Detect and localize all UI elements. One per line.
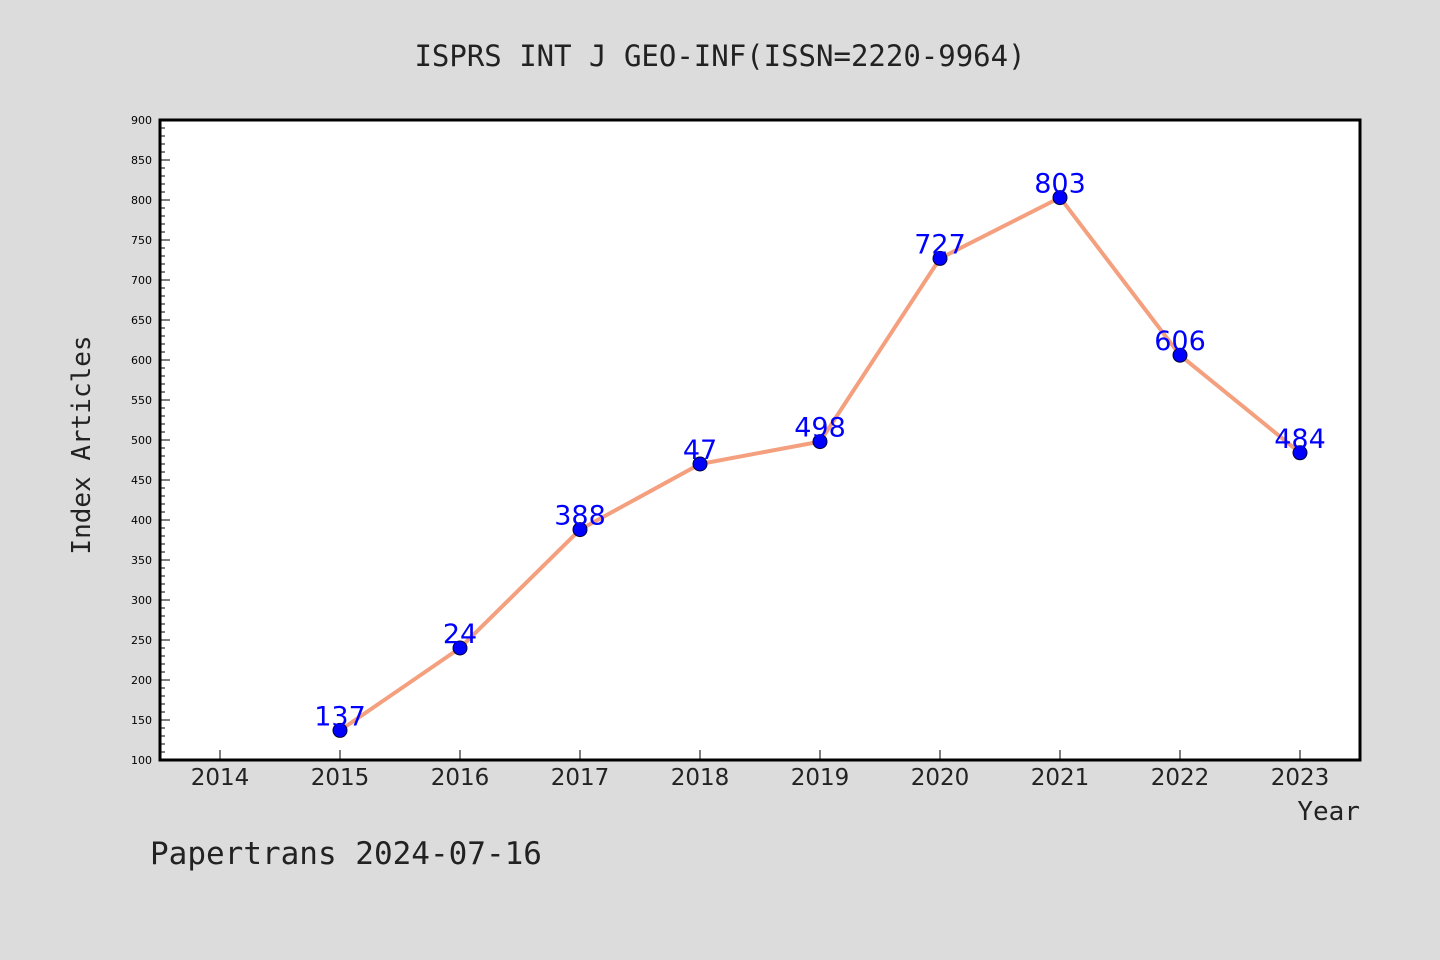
data-label: 803	[1034, 169, 1086, 200]
y-axis-label: Index Articles	[67, 335, 97, 554]
data-point	[932, 250, 948, 266]
y-axis: 100 150 200 250 300 350 400 450 500 550 600 650 700 7…	[131, 114, 170, 767]
y-tick-label: 450	[131, 474, 152, 487]
y-tick-label: 350	[131, 554, 152, 567]
data-point	[1172, 347, 1188, 363]
data-label: 606	[1154, 326, 1206, 357]
y-tick-label: 700	[131, 274, 152, 287]
data-point	[1292, 445, 1308, 461]
y-tick-label: 300	[131, 594, 152, 607]
y-tick-label: 550	[131, 394, 152, 407]
y-tick-label: 500	[131, 434, 152, 447]
y-tick-label: 100	[131, 754, 152, 767]
data-point	[332, 722, 348, 738]
data-label: 498	[794, 413, 846, 444]
data-label: 388	[554, 501, 606, 532]
y-tick-label: 850	[131, 154, 152, 167]
y-tick-label: 650	[131, 314, 152, 327]
data-point	[1052, 190, 1068, 206]
footer-text: Papertrans 2024-07-16	[150, 836, 542, 872]
y-tick-label: 750	[131, 234, 152, 247]
data-label-group: 137 24 388 47 498 727 803 606 484	[314, 169, 1326, 733]
data-label: 47	[683, 435, 717, 466]
y-tick-label: 600	[131, 354, 152, 367]
data-label: 137	[314, 701, 366, 732]
x-tick-label: 2019	[791, 765, 850, 791]
y-tick-label: 200	[131, 674, 152, 687]
y-tick-label: 800	[131, 194, 152, 207]
x-tick-label: 2017	[551, 765, 610, 791]
data-label: 727	[914, 229, 966, 260]
data-point	[452, 640, 468, 656]
x-tick-label: 2014	[191, 765, 250, 791]
y-tick-label: 400	[131, 514, 152, 527]
x-tick-label: 2018	[671, 765, 730, 791]
data-label: 484	[1274, 424, 1326, 455]
y-tick-label: 250	[131, 634, 152, 647]
y-tick-label: 900	[131, 114, 152, 127]
plot-area	[158, 118, 1362, 762]
x-tick-label: 2022	[1151, 765, 1210, 791]
chart-title: ISPRS INT J GEO-INF(ISSN=2220-9964)	[414, 39, 1025, 73]
x-tick-label: 2023	[1271, 765, 1330, 791]
x-tick-label: 2021	[1031, 765, 1090, 791]
x-axis: 2014 2015 2016 2017 2018 2019 2020 2021 2022 2023	[191, 750, 1330, 791]
x-tick-label: 2015	[311, 765, 370, 791]
data-point	[692, 456, 708, 472]
data-point	[812, 434, 828, 450]
data-point-group	[332, 190, 1308, 738]
y-tick-label: 150	[131, 714, 152, 727]
x-axis-label: Year	[1297, 797, 1360, 827]
data-point	[572, 522, 588, 538]
x-tick-label: 2020	[911, 765, 970, 791]
x-tick-label: 2016	[431, 765, 490, 791]
data-label: 24	[443, 619, 477, 650]
